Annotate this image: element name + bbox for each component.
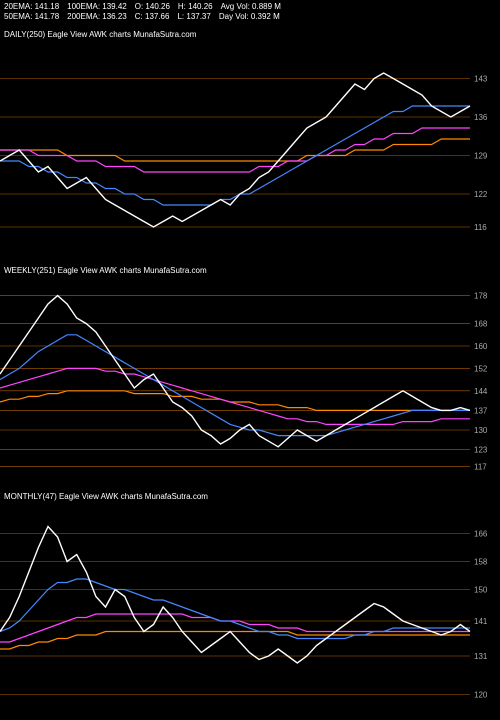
header-line-1: 20EMA: 141.18100EMA: 139.42O: 140.26H: 1… <box>4 2 289 12</box>
svg-text:120: 120 <box>474 691 488 700</box>
svg-text:137: 137 <box>474 406 488 415</box>
svg-text:168: 168 <box>474 320 488 329</box>
monthly-chart: 120 131 141 150 158 166 <box>0 502 500 712</box>
svg-text:116: 116 <box>474 223 487 232</box>
header-line-2: 50EMA: 141.78200EMA: 136.23C: 137.66L: 1… <box>4 12 289 22</box>
chart-container: 20EMA: 141.18100EMA: 139.42O: 140.26H: 1… <box>0 0 500 720</box>
svg-text:131: 131 <box>474 652 488 661</box>
daily-chart: 116 122 129 136 143 <box>0 40 500 260</box>
svg-text:178: 178 <box>474 292 488 301</box>
svg-text:150: 150 <box>474 586 488 595</box>
svg-text:122: 122 <box>474 190 488 199</box>
svg-text:141: 141 <box>474 617 488 626</box>
weekly-chart: 117 123 130 137 144 152 160 168 178 <box>0 276 500 486</box>
svg-text:123: 123 <box>474 446 488 455</box>
weekly-label: WEEKLY(251) Eagle View AWK charts Munafa… <box>4 266 207 275</box>
svg-text:158: 158 <box>474 558 488 567</box>
svg-text:144: 144 <box>474 387 488 396</box>
svg-text:136: 136 <box>474 113 488 122</box>
monthly-label: MONTHLY(47) Eagle View AWK charts Munafa… <box>4 492 208 501</box>
svg-text:130: 130 <box>474 426 488 435</box>
svg-text:160: 160 <box>474 342 488 351</box>
svg-text:129: 129 <box>474 152 488 161</box>
svg-text:143: 143 <box>474 75 488 84</box>
header-stats: 20EMA: 141.18100EMA: 139.42O: 140.26H: 1… <box>4 2 289 22</box>
svg-text:166: 166 <box>474 530 488 539</box>
svg-text:117: 117 <box>474 462 487 471</box>
svg-text:152: 152 <box>474 364 488 373</box>
daily-label: DAILY(250) Eagle View AWK charts MunafaS… <box>4 30 196 39</box>
